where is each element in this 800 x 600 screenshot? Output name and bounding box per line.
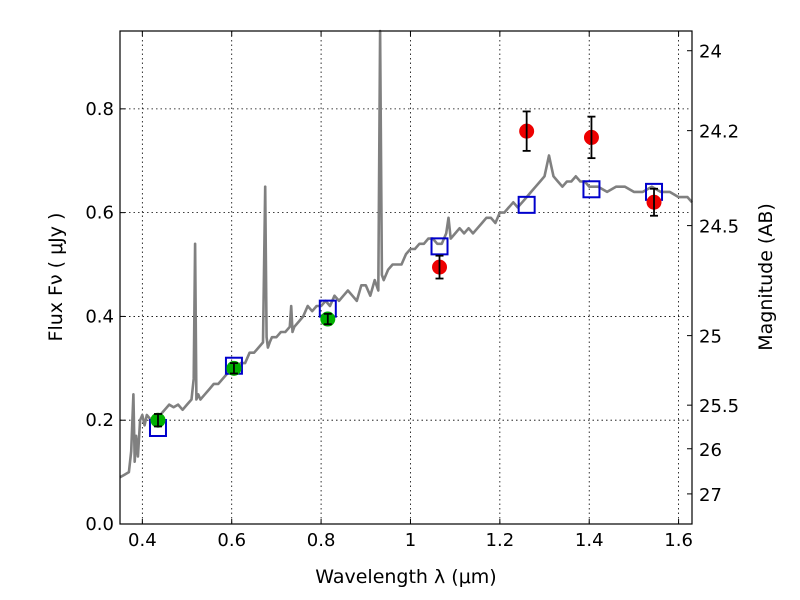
x-tick-label: 0.8	[307, 530, 336, 551]
magnitude-tick-label: 26	[699, 440, 722, 461]
magnitude-tick-label: 25	[699, 327, 722, 348]
x-tick-label: 1.2	[486, 530, 515, 551]
y-tick-label: 0.6	[85, 203, 114, 224]
model-square	[517, 195, 536, 214]
right-axis-label-text: Magnitude (AB)	[755, 203, 777, 351]
model-square	[582, 180, 601, 199]
x-tick-label: 1	[405, 530, 416, 551]
x-tick-label: 0.4	[128, 530, 157, 551]
y-tick-label: 0.2	[85, 410, 114, 431]
y-tick-label: 0.8	[85, 99, 114, 120]
x-axis-label: Wavelength λ (μm)	[315, 566, 496, 588]
x-axis-label-text: Wavelength λ (μm)	[315, 566, 496, 588]
x-tick-label: 1.6	[664, 530, 693, 551]
y-axis-label: Flux Fν ( μJy )	[45, 213, 67, 342]
plot-frame	[119, 30, 693, 525]
grid-lines	[120, 31, 692, 524]
magnitude-tick-label: 24	[699, 42, 722, 63]
y-axis-label-text: Flux Fν ( μJy )	[45, 213, 67, 342]
plot-area	[119, 29, 693, 479]
x-tick-label: 0.6	[217, 530, 246, 551]
magnitude-tick-label: 25.5	[699, 396, 739, 417]
magnitude-tick-label: 24.5	[699, 217, 739, 238]
magnitude-tick-label: 27	[699, 485, 722, 506]
x-tick-label: 1.4	[575, 530, 604, 551]
magnitude-tick-label: 24.2	[699, 122, 739, 143]
y-tick-label: 0.0	[85, 514, 114, 535]
right-axis-label: Magnitude (AB)	[755, 203, 777, 351]
spectrum-line	[119, 29, 693, 479]
axis-ticks: 0.4 0.6 0.8 1 1.2 1.4 1.6 0.0 0.2 0.4 0.6 0.8 24 24.2…	[85, 31, 739, 551]
y-tick-label: 0.4	[85, 306, 114, 327]
model-square	[430, 237, 449, 256]
